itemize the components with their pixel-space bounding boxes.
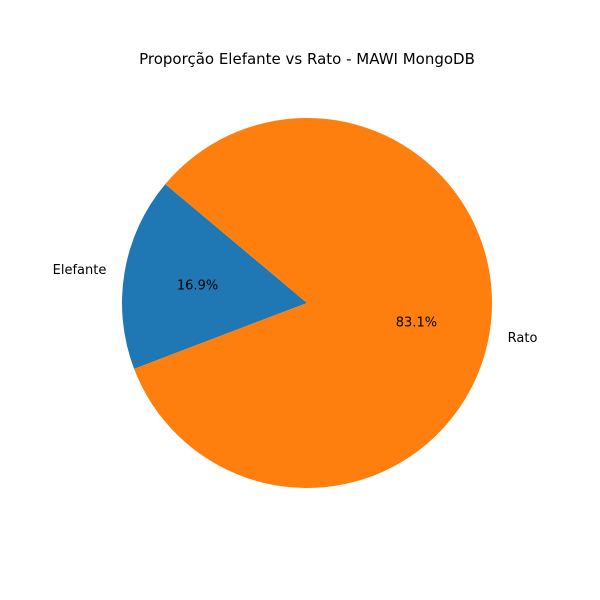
- pie-slice-elefante: [121, 184, 307, 369]
- slice-percent-rato: 83.1%: [396, 315, 437, 330]
- pie-labels: Elefante 16.9% Rato 83.1%: [53, 263, 538, 346]
- pie-slice-rato: [134, 118, 492, 489]
- slice-label-rato: Rato: [508, 331, 538, 346]
- slice-percent-elefante: 16.9%: [177, 279, 218, 294]
- chart-title: Proporção Elefante vs Rato - MAWI MongoD…: [139, 50, 475, 68]
- pie-slices: [121, 118, 492, 489]
- slice-label-elefante: Elefante: [53, 263, 107, 278]
